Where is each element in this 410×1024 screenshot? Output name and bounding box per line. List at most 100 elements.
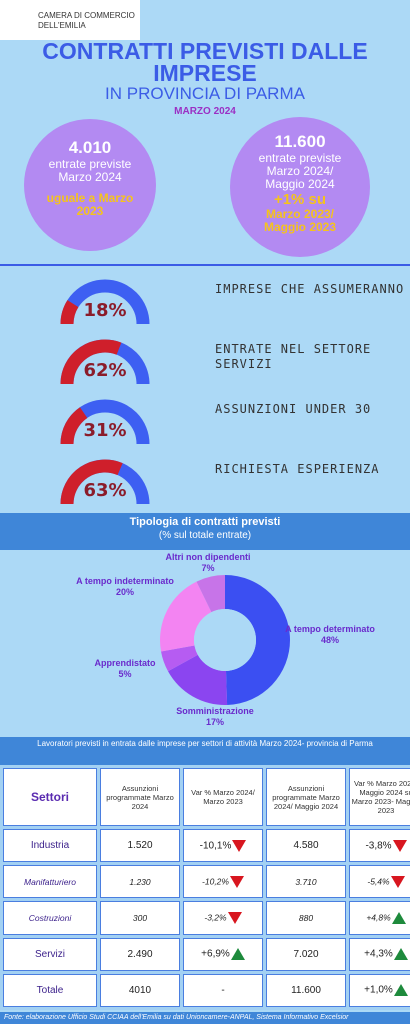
pie-category: A tempo determinato (285, 624, 375, 634)
table-header-cell: Var % Marzo 2024/ Marzo 2023 (183, 768, 263, 826)
trend-arrow (392, 839, 407, 852)
summary-right: 11.600 entrate previste Marzo 2024/ Magg… (250, 132, 350, 234)
table-row: Industria 1.520 -10,1% 4.580 -3,8% (3, 829, 410, 863)
trend-arrow (390, 875, 405, 888)
summary-value: 4.010 (68, 138, 112, 157)
table-header-cell: Assunzioni programmate Marzo 2024 (100, 768, 180, 826)
pie-slice (161, 645, 198, 672)
cell-text: 880 (298, 912, 314, 923)
cell-text: -10,1% (199, 840, 232, 852)
table-cell: Manifatturiero (3, 865, 97, 899)
cell-text: 11.600 (291, 984, 321, 996)
cell-text: 300 (132, 912, 148, 923)
period: MARZO 2024 (174, 106, 236, 117)
summary-change: +1% su (273, 191, 327, 208)
pie-percent: 5% (118, 669, 132, 679)
pie-label: Apprendistato 5% (65, 658, 185, 680)
pie-slice (225, 575, 290, 705)
table-cell: 1.520 (100, 829, 180, 863)
table-title: Lavoratori previsti in entrata dalle imp… (37, 739, 373, 748)
cell-text: 4010 (128, 984, 152, 996)
title: CONTRATTI PREVISTI DALLE IMPRESE (42, 38, 368, 86)
gauges (60, 279, 150, 505)
trend-arrow (230, 948, 245, 961)
table-row: Manifatturiero 1.230 -10,2% 3.710 -5,4% (3, 865, 410, 899)
table-cell: Costruzioni (3, 901, 97, 935)
pie-label: Somministrazione 17% (155, 706, 275, 728)
cell-text: Costruzioni (28, 912, 72, 923)
cell-text: Totale (36, 984, 64, 996)
cell-text: - (221, 984, 225, 996)
cell-text: -10,2% (202, 876, 229, 887)
gauge-value (60, 459, 123, 505)
trend-arrow (391, 911, 406, 924)
table-cell: Totale (3, 973, 97, 1007)
summary-circle (230, 117, 370, 257)
table-cell: 2.490 (100, 937, 180, 971)
table-cell: 880 (266, 901, 346, 935)
pie-percent: 20% (115, 587, 134, 597)
summary-label: entrate previste Marzo 2024 (48, 157, 132, 184)
cell-text: 1.520 (127, 840, 153, 852)
cell-text: Industria (30, 840, 70, 852)
table-cell: +4,8% (349, 901, 410, 935)
cell-text: 7.020 (293, 948, 319, 960)
cell-text: Servizi (34, 948, 65, 960)
subtitle: IN PROVINCIA DI PARMA (105, 84, 305, 103)
table-cell: 3.710 (266, 865, 346, 899)
table-cell: Industria (3, 829, 97, 863)
gauge-value-label: 62% (83, 360, 127, 381)
pie-label: A tempo indeterminato 20% (65, 576, 185, 598)
pie-category: Altri non dipendenti (165, 552, 251, 562)
pie-label: A tempo determinato 48% (270, 624, 390, 646)
cell-text: 2.490 (127, 948, 153, 960)
table-cell: Servizi (3, 937, 97, 971)
cell-text: 1.230 (129, 876, 151, 887)
pie-category: Apprendistato (94, 658, 156, 668)
trend-arrow (232, 839, 247, 852)
pie-header-band (0, 513, 410, 550)
table-cell: +4,3% (349, 937, 410, 971)
cell-text: Manifatturiero (24, 876, 76, 887)
table-cell: 11.600 (266, 973, 346, 1007)
gauge-value (60, 300, 79, 325)
table-cell: -10,2% (183, 865, 263, 899)
table-cell: 300 (100, 901, 180, 935)
table-cell: -5,4% (349, 865, 410, 899)
footer: Fonte: elaborazione Ufficio Studi CCIAA … (0, 1012, 410, 1024)
cell-text: +1,0% (364, 985, 393, 997)
pie-slice (168, 654, 228, 705)
pie-percent: 48% (320, 635, 339, 645)
cell-text: -3,2% (204, 912, 227, 923)
trend-arrow (393, 984, 408, 997)
pie-category: Somministrazione (176, 706, 254, 716)
gauge-label: ENTRATE NEL SETTORE SERVIZI (215, 342, 372, 371)
table-cell: 1.230 (100, 865, 180, 899)
logo: CAMERA DI COMMERCIO DELL'EMILIA (0, 0, 140, 40)
pie-label: Altri non dipendenti 7% (148, 552, 268, 574)
trend-arrow (227, 911, 242, 924)
logo-text: CAMERA DI COMMERCIO DELL'EMILIA (38, 11, 135, 30)
gauge-value-label: 18% (83, 300, 127, 321)
table-header-cell: Var % Marzo 2024- Maggio 2024 su Marzo 2… (349, 768, 410, 826)
table-header-cell: Settori (3, 768, 97, 826)
pie-hole (194, 609, 256, 671)
table-cell: -10,1% (183, 829, 263, 863)
table-cell: -3,8% (349, 829, 410, 863)
table-header-band (0, 737, 410, 765)
cell-text: 4.580 (293, 840, 319, 852)
pie-slice (196, 575, 225, 613)
cell-text: -5,4% (367, 876, 390, 887)
gauge-label: RICHIESTA ESPERIENZA (215, 462, 380, 476)
table-cell: +1,0% (349, 973, 410, 1007)
cell-text: +4,8% (366, 912, 391, 923)
sector-table: Settori Assunzioni programmate Marzo 2024… (0, 765, 410, 1010)
gauge-value-label: 31% (83, 420, 127, 441)
table-row: Costruzioni 300 -3,2% 880 +4,8% (3, 901, 410, 935)
table-cell: 4010 (100, 973, 180, 1007)
summary-label: entrate previste Marzo 2024/ Maggio 2024 (258, 151, 342, 191)
trend-arrow (229, 875, 244, 888)
